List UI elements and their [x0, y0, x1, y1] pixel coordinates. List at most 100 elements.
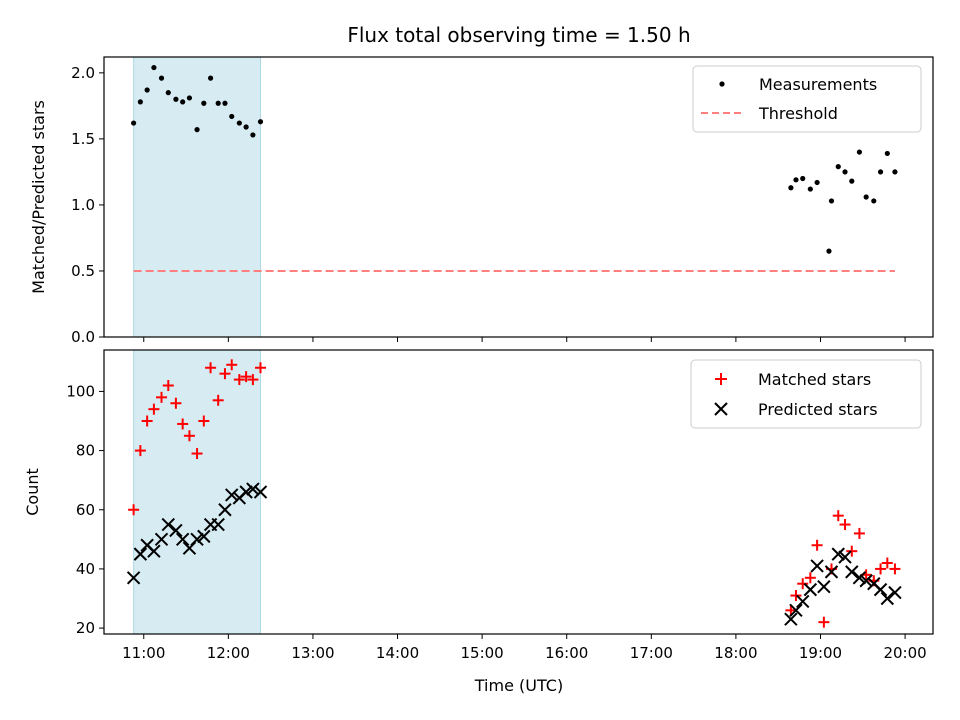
bottom-panel: 20 40 60 80 100 11:00 12:00 13:00 14:00 15:00 16:…	[23, 349, 934, 695]
predicted-star-point	[831, 547, 845, 561]
measurement-point	[222, 100, 228, 106]
bottom-y-ticks: 20 40 60 80 100	[66, 382, 104, 637]
predicted-star-point	[126, 571, 141, 585]
measurement-point	[856, 149, 863, 155]
measurement-point	[842, 169, 848, 175]
predicted-star-point	[169, 523, 183, 538]
matched-star-point	[839, 519, 851, 531]
matched-star-point	[162, 380, 174, 391]
x-tick-label: 15:00	[461, 644, 504, 662]
matched-star-point	[219, 368, 231, 380]
x-tick-label: 19:00	[799, 644, 842, 662]
top-shaded-interval	[133, 56, 261, 338]
top-y-tick-label: 1.0	[71, 196, 95, 214]
top-shaded-rect	[133, 56, 261, 338]
matched-star-point	[790, 590, 802, 602]
matched-star-point	[846, 545, 858, 557]
predicted-star-point	[133, 547, 148, 561]
measurement-point	[835, 164, 841, 170]
bottom-shaded-interval	[133, 349, 261, 635]
measurement-point	[236, 120, 242, 126]
x-tick-label: 14:00	[376, 644, 419, 662]
predicted-star-point	[211, 517, 225, 532]
measurement-point	[884, 150, 890, 157]
matched-star-point	[881, 557, 893, 569]
measurement-point	[201, 100, 207, 106]
x-tick-label: 12:00	[207, 644, 250, 662]
bottom-y-tick-label: 100	[66, 382, 95, 400]
measurement-point	[229, 113, 235, 120]
legend-predicted-label: Predicted stars	[758, 400, 878, 419]
measurement-point	[863, 194, 869, 200]
predicted-star-point	[253, 485, 268, 499]
top-y-tick-label: 1.5	[71, 130, 95, 148]
predicted-star-point	[154, 532, 169, 547]
measurement-point	[215, 100, 221, 106]
matched-star-point	[128, 504, 140, 516]
measurement-point	[828, 198, 835, 204]
measurement-point	[131, 120, 137, 126]
predicted-star-point	[838, 550, 852, 564]
predicted-star-point	[197, 529, 211, 544]
matched-star-point	[226, 359, 238, 371]
matched-star-point	[889, 563, 901, 575]
matched-star-point	[191, 448, 203, 460]
matched-star-point	[177, 418, 189, 430]
top-plot-frame	[103, 56, 934, 338]
measurement-point	[257, 119, 264, 125]
x-tick-label: 17:00	[630, 644, 673, 662]
matched-star-point	[198, 415, 210, 427]
measurement-point	[877, 169, 884, 175]
matched-star-point	[240, 371, 252, 383]
bottom-series	[126, 359, 902, 628]
figure-title: Flux total observing time = 1.50 h	[347, 23, 690, 47]
top-y-ticks: 0.0 0.5 1.0 1.5 2.0	[71, 64, 104, 346]
predicted-star-point	[888, 585, 902, 600]
measurement-point	[137, 99, 143, 105]
matched-star-point	[797, 578, 809, 590]
predicted-star-point	[225, 488, 239, 502]
predicted-star-point	[817, 579, 831, 594]
measurement-point	[186, 95, 193, 101]
matched-star-point	[205, 362, 217, 374]
top-y-tick-label: 0.5	[71, 262, 95, 280]
bottom-y-tick-label: 80	[76, 442, 95, 460]
top-y-axis-label: Matched/Predicted stars	[29, 100, 48, 294]
predicted-star-point	[873, 582, 888, 597]
top-y-tick-label: 0.0	[71, 328, 95, 346]
legend-threshold-label: Threshold	[758, 104, 838, 123]
matched-star-point	[832, 510, 844, 522]
measurement-point	[793, 177, 799, 183]
measurement-point	[207, 75, 214, 81]
predicted-star-point	[147, 544, 161, 558]
matched-star-point	[818, 616, 830, 628]
matched-star-point	[148, 403, 160, 415]
predicted-star-point	[852, 571, 867, 585]
measurement-point	[807, 186, 813, 192]
measurement-point	[814, 179, 820, 186]
bottom-x-axis-label: Time (UTC)	[474, 676, 563, 695]
matched-star-point	[233, 374, 245, 386]
bottom-y-axis-label: Count	[23, 468, 42, 516]
matched-star-point	[853, 527, 865, 539]
bottom-x-ticks: 11:00 12:00 13:00 14:00 15:00 16:00 17:00 18:00…	[122, 634, 927, 662]
predicted-star-point	[859, 574, 873, 588]
matched-star-point	[156, 391, 168, 403]
x-tick-label: 16:00	[545, 644, 588, 662]
bottom-y-tick-label: 20	[76, 619, 95, 637]
measurement-point	[165, 90, 171, 96]
predicted-star-point	[824, 565, 839, 579]
measurement-point	[892, 169, 898, 175]
bottom-plot-frame	[103, 349, 934, 635]
top-legend: Measurements Threshold	[692, 65, 922, 133]
legend-measurements-marker	[719, 81, 725, 87]
matched-star-point	[170, 397, 182, 409]
predicted-star-point	[845, 565, 859, 579]
matched-star-point	[875, 563, 887, 575]
predicted-star-point	[239, 485, 253, 499]
top-series	[131, 64, 898, 272]
matched-star-point	[254, 362, 266, 374]
matched-star-point	[134, 445, 146, 457]
measurement-point	[180, 99, 186, 105]
predicted-star-point	[796, 594, 810, 609]
